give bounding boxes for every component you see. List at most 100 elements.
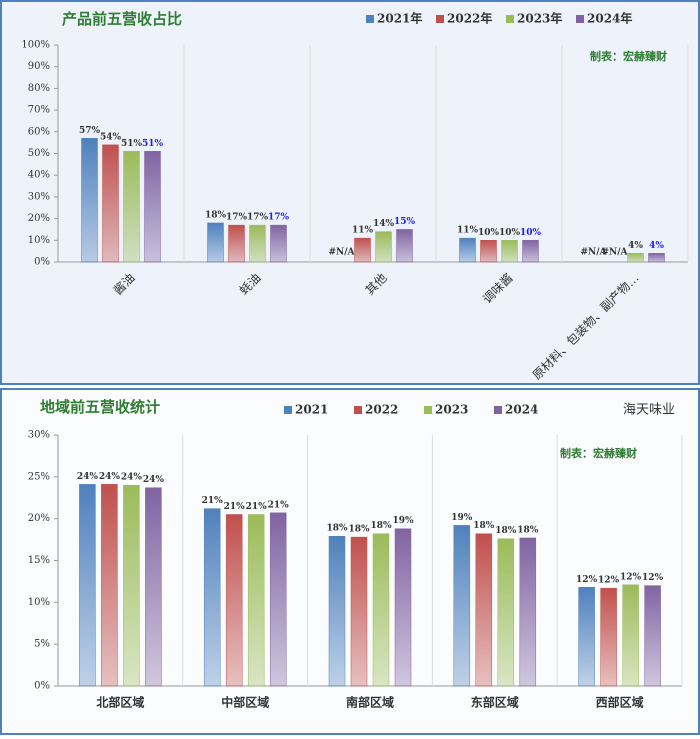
data-label: 10%: [520, 228, 542, 238]
legend-label: 2022年: [447, 11, 492, 26]
data-label: 14%: [373, 219, 395, 229]
bar: [459, 237, 476, 263]
data-label: 11%: [352, 226, 374, 236]
data-label: 17%: [226, 213, 248, 223]
annotation: 制表：宏赫臻财: [560, 446, 637, 460]
data-label: 12%: [642, 573, 664, 583]
subtitle: 海天味业: [623, 403, 675, 418]
y-tick-label: 90%: [28, 61, 50, 72]
x-tick-label: 南部区域: [346, 695, 394, 710]
bar: [522, 240, 539, 263]
bar: [475, 533, 493, 687]
bar: [497, 538, 515, 687]
y-tick-label: 15%: [28, 555, 50, 566]
bar: [225, 514, 243, 687]
data-label: 57%: [79, 126, 101, 136]
data-label: 11%: [457, 226, 479, 236]
legend-label: 2024: [505, 403, 538, 417]
data-label: 51%: [142, 139, 164, 149]
bar: [203, 508, 221, 687]
y-tick-label: 70%: [28, 105, 50, 116]
data-label: 15%: [394, 217, 416, 227]
legend-swatch: [576, 15, 584, 23]
x-tick-label: 西部区域: [596, 695, 644, 710]
bar: [81, 138, 98, 263]
bar: [453, 525, 471, 687]
data-label: 12%: [598, 576, 620, 586]
y-tick-label: 25%: [28, 471, 50, 482]
y-tick-label: 80%: [28, 83, 50, 94]
data-label: 24%: [121, 473, 143, 483]
y-tick-label: 20%: [28, 513, 50, 524]
data-label: 51%: [121, 139, 143, 149]
legend-swatch: [494, 406, 502, 414]
data-label: 18%: [370, 521, 392, 531]
legend-label: 2023: [435, 403, 468, 417]
data-label: 21%: [202, 496, 224, 506]
bar: [269, 512, 287, 687]
bar: [328, 535, 346, 687]
y-tick-label: 20%: [28, 213, 50, 224]
bar: [578, 587, 595, 687]
y-tick-label: 10%: [28, 597, 50, 608]
legend-swatch: [284, 406, 292, 414]
y-tick-label: 30%: [28, 191, 50, 202]
data-label: 24%: [143, 475, 165, 485]
bar: [101, 484, 118, 687]
data-label: 18%: [495, 526, 517, 536]
data-label: 18%: [348, 525, 370, 535]
bar: [102, 144, 119, 263]
bar: [79, 484, 96, 687]
data-label: 17%: [268, 213, 290, 223]
bar: [123, 151, 140, 263]
x-tick-label: 中部区域: [221, 695, 269, 710]
y-tick-label: 50%: [28, 148, 50, 159]
y-tick-label: 40%: [28, 170, 50, 181]
legend-swatch: [354, 406, 362, 414]
bar: [123, 484, 140, 687]
y-tick-label: 100%: [21, 40, 50, 51]
data-label: 4%: [649, 241, 664, 251]
data-label: 19%: [392, 516, 414, 526]
data-label: 18%: [205, 210, 227, 220]
bar: [600, 587, 617, 687]
bar: [622, 584, 639, 687]
x-tick-label: 北部区域: [96, 695, 144, 710]
bar: [501, 240, 518, 263]
chart-title: 产品前五营收占比: [62, 10, 182, 28]
data-label: 12%: [620, 572, 642, 582]
legend-swatch: [506, 15, 514, 23]
legend-swatch: [366, 15, 374, 23]
data-label: 21%: [268, 500, 290, 510]
data-label: 19%: [451, 513, 473, 523]
data-label: 24%: [99, 472, 121, 482]
data-label: 21%: [246, 502, 268, 512]
bar: [644, 585, 661, 687]
y-tick-label: 10%: [28, 235, 50, 246]
legend-label: 2021: [295, 403, 328, 417]
legend-label: 2021年: [377, 11, 422, 26]
bar: [480, 240, 497, 263]
y-tick-label: 60%: [28, 126, 50, 137]
bar: [648, 253, 665, 263]
data-label: 12%: [576, 575, 598, 585]
data-label: #N/A: [328, 248, 355, 258]
data-label: 17%: [247, 213, 269, 223]
data-label: 54%: [100, 132, 122, 142]
y-tick-label: 0%: [34, 257, 50, 268]
bar: [396, 229, 413, 263]
bar: [394, 528, 412, 687]
data-label: 24%: [77, 472, 99, 482]
bar: [247, 514, 265, 687]
legend-swatch: [424, 406, 432, 414]
data-label: 10%: [478, 228, 500, 238]
data-label: 18%: [326, 524, 348, 534]
bar: [375, 231, 392, 263]
bar: [354, 237, 371, 263]
legend-label: 2024年: [587, 11, 632, 26]
bar: [145, 487, 162, 687]
bar: [144, 151, 161, 263]
bar: [207, 222, 224, 263]
data-label: #N/A: [601, 248, 628, 258]
